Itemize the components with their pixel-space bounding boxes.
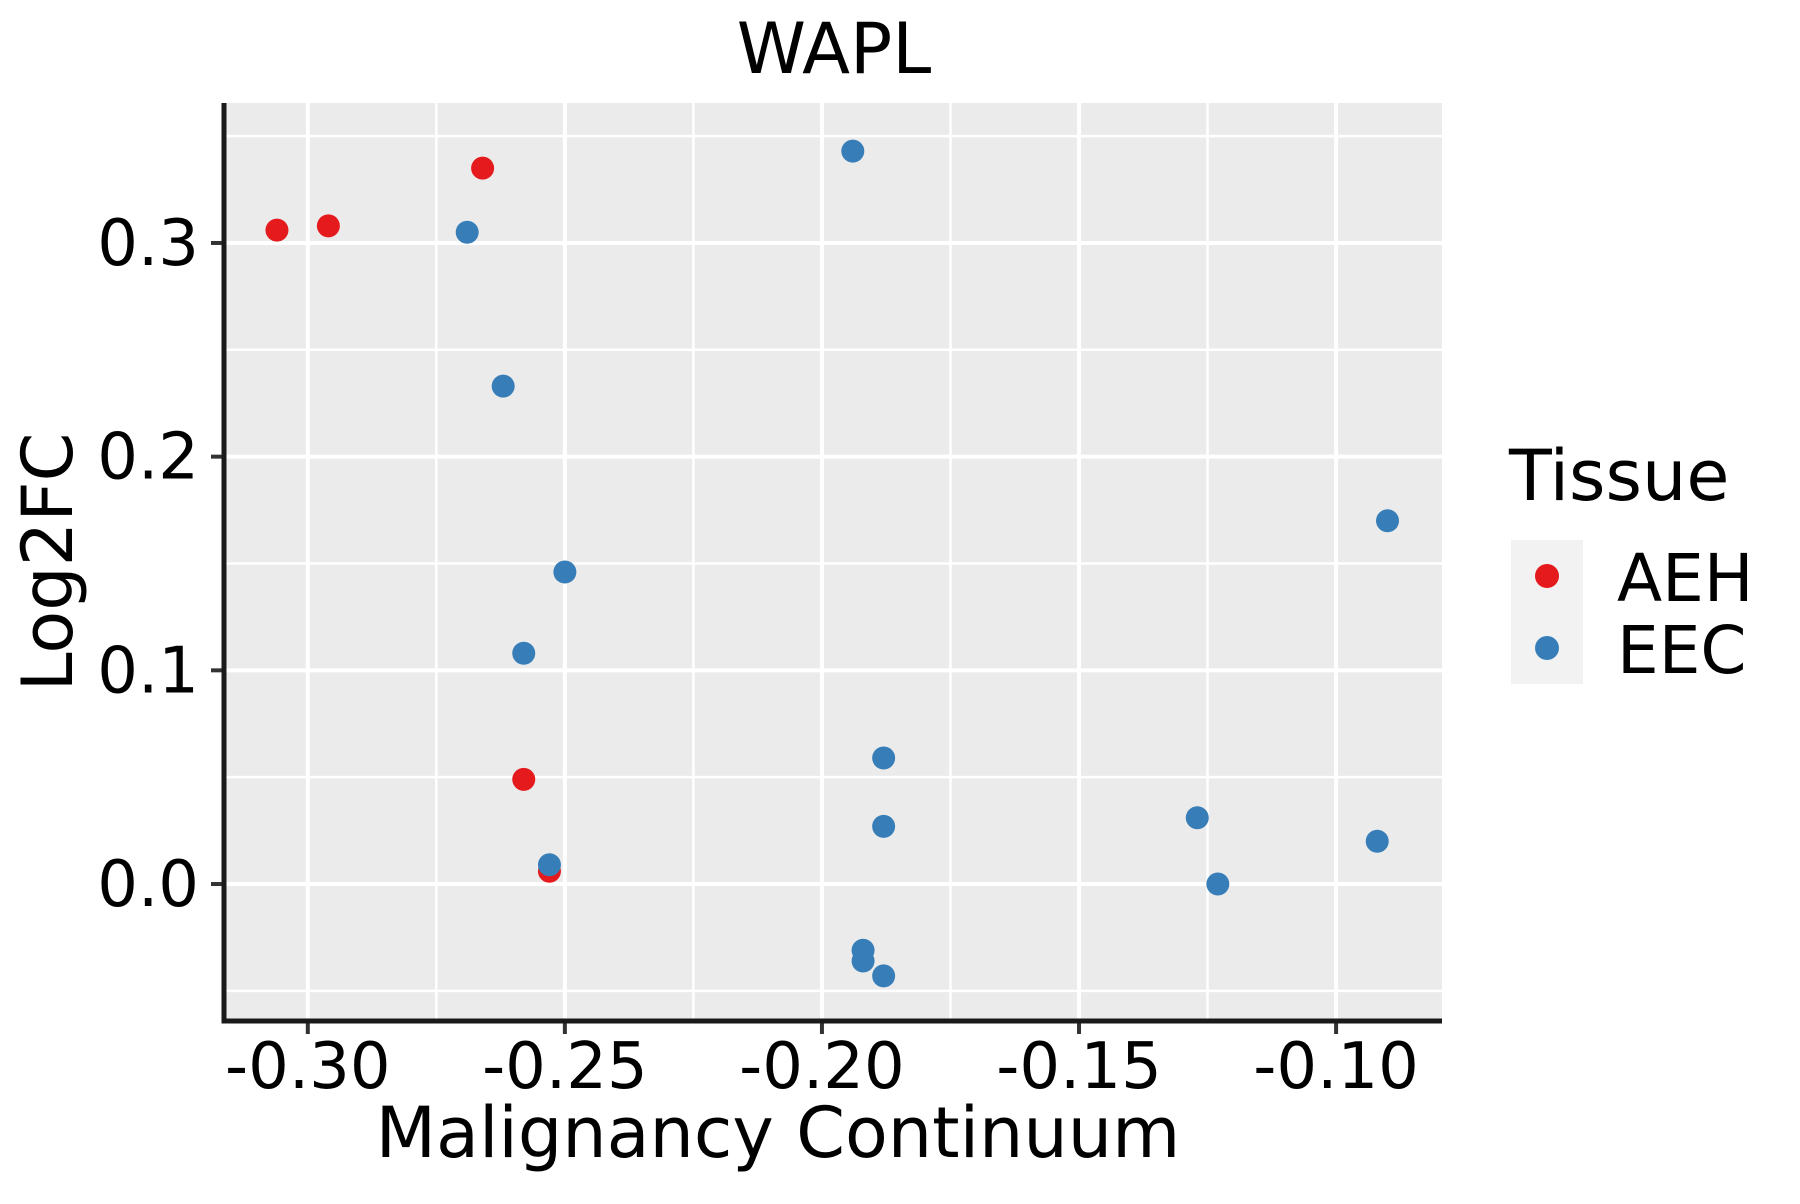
data-point-aeh (512, 767, 536, 791)
x-tick-label: -0.15 (996, 1030, 1162, 1104)
x-tick-label: -0.30 (225, 1030, 391, 1104)
chart-title: WAPL (737, 8, 931, 90)
data-point-eec (553, 560, 577, 584)
legend-swatch-eec (1535, 636, 1559, 660)
data-point-eec (491, 374, 515, 398)
legend-title: Tissue (1508, 435, 1729, 517)
data-point-eec (851, 949, 875, 973)
data-point-aeh (471, 156, 495, 180)
y-tick-label: 0.2 (97, 421, 199, 495)
legend-label-aeh: AEH (1617, 540, 1753, 617)
y-tick-label: 0.3 (97, 207, 199, 281)
y-tick-label: 0.0 (97, 848, 199, 922)
data-point-eec (1185, 806, 1209, 830)
axis-spines (221, 103, 1442, 1024)
data-point-eec (537, 853, 561, 877)
data-point-eec (1206, 872, 1230, 896)
minor-gridlines (224, 103, 1442, 1021)
x-tick-label: -0.25 (482, 1030, 648, 1104)
data-point-aeh (316, 214, 340, 238)
axis-tick-marks (211, 240, 1339, 1034)
data-point-aeh (265, 218, 289, 242)
data-point-eec (872, 814, 896, 838)
data-point-eec (872, 964, 896, 988)
x-axis-tick-labels: -0.30 -0.25 -0.20 -0.15 -0.10 (225, 1030, 1419, 1104)
y-axis-title: Log2FC (7, 433, 89, 692)
y-axis-tick-labels: 0.0 0.1 0.2 0.3 (97, 207, 199, 922)
legend-swatch-aeh (1535, 564, 1559, 588)
data-point-eec (1365, 829, 1389, 853)
data-point-eec (872, 746, 896, 770)
x-tick-label: -0.20 (739, 1030, 905, 1104)
legend-key-background (1511, 540, 1583, 684)
panel-background (224, 103, 1442, 1021)
data-point-eec (512, 641, 536, 665)
y-tick-label: 0.1 (97, 634, 199, 708)
data-point-eec (841, 139, 865, 163)
data-point-eec (1376, 509, 1400, 533)
x-axis-title: Malignancy Continuum (376, 1092, 1181, 1174)
legend-label-eec: EEC (1617, 612, 1747, 689)
x-tick-label: -0.10 (1253, 1030, 1419, 1104)
data-point-eec (455, 220, 479, 244)
data-points (265, 139, 1400, 988)
legend: Tissue AEH EEC (1508, 435, 1753, 689)
